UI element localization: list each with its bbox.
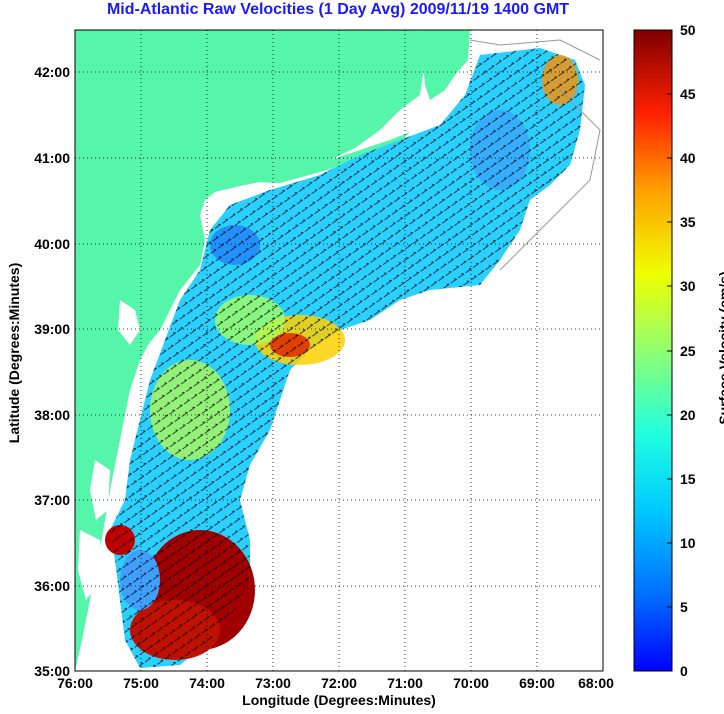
lon-tick: 75:00 [123,675,159,691]
lon-tick: 70:00 [453,675,489,691]
colorbar [633,29,673,672]
map-title: Mid-Atlantic Raw Velocities (1 Day Avg) … [106,1,570,18]
lat-tick: 41:00 [34,150,70,166]
lon-tick: 71:00 [387,675,423,691]
lat-tick: 38:00 [34,407,70,423]
lon-tick: 73:00 [255,675,291,691]
colorbar-tick: 35 [680,214,696,230]
colorbar-tick: 15 [680,471,696,487]
colorbar-tick: 50 [680,22,696,38]
colorbar-tick: 30 [680,278,696,294]
land-mass [75,30,425,671]
colorbar-tick: 5 [680,599,688,615]
lon-tick: 69:00 [519,675,555,691]
lon-tick: 76:00 [57,675,93,691]
lat-tick: 36:00 [34,578,70,594]
colorbar-tick: 10 [680,535,696,551]
lat-tick: 37:00 [34,492,70,508]
lat-tick: 40:00 [34,236,70,252]
lat-tick: 35:00 [34,663,70,679]
colorbar-tick: 20 [680,407,696,423]
lon-tick: 68:00 [578,675,614,691]
colorbar-tick: 40 [680,150,696,166]
lon-tick: 74:00 [189,675,225,691]
cape-cod [420,30,470,100]
colorbar-tick: 45 [680,86,696,102]
x-axis-label: Longitude (Degrees:Minutes) [242,692,436,708]
lon-tick: 72:00 [321,675,357,691]
colorbar-tick: 0 [680,663,688,679]
lat-tick: 39:00 [34,321,70,337]
long-island [250,132,410,183]
grid-lines [75,30,603,671]
lat-tick: 42:00 [34,64,70,80]
colorbar-tick: 25 [680,343,696,359]
